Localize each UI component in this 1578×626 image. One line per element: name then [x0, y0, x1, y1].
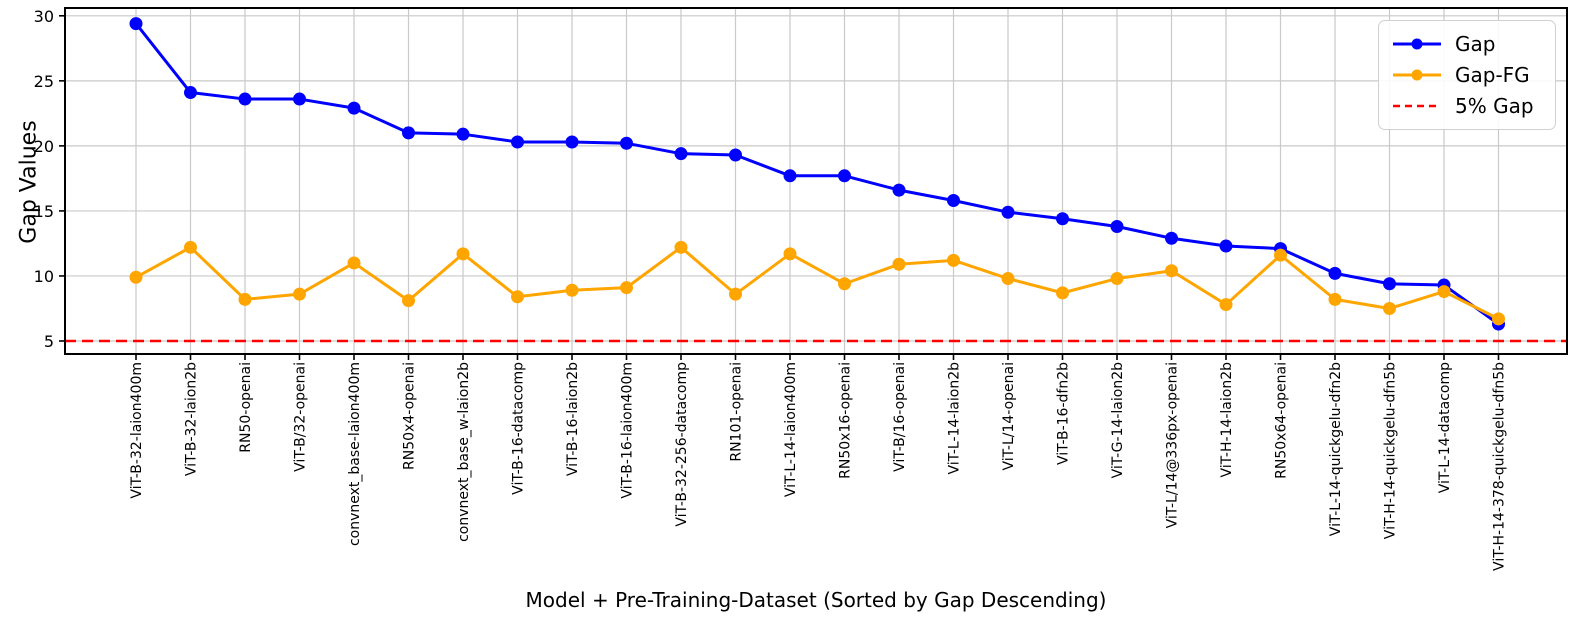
x-tick-label: RN101-openai	[729, 362, 745, 462]
marker-gap	[1165, 231, 1178, 245]
marker-gap-fg	[1274, 248, 1287, 262]
y-tick-label: 15	[34, 202, 54, 221]
marker-gap	[347, 101, 361, 115]
marker-gap	[674, 147, 688, 161]
legend: Gap Gap-FG 5% Gap	[1378, 20, 1556, 130]
marker-gap-fg	[1383, 301, 1396, 315]
marker-gap-fg	[293, 287, 306, 301]
legend-label-gap-fg: Gap-FG	[1455, 63, 1530, 87]
marker-gap-fg	[1219, 298, 1233, 312]
x-tick-label: ViT-B/32-openai	[293, 362, 309, 472]
legend-sample-gap-fg-icon	[1393, 69, 1441, 81]
legend-label-gap: Gap	[1455, 32, 1496, 57]
marker-gap-fg	[1492, 312, 1505, 326]
series-line-gap-fg	[134, 245, 1500, 321]
x-tick-label: ViT-L-14-quickgelu-dfn2b	[1328, 362, 1344, 536]
marker-gap-fg	[129, 270, 143, 284]
plot-border	[64, 7, 1568, 355]
legend-item-gap: Gap	[1391, 29, 1539, 60]
x-tick-label: ViT-L/14-openai	[1001, 362, 1017, 471]
x-tick-label: ViT-B-16-dfn2b	[1056, 362, 1072, 465]
marker-gap-fg	[783, 247, 797, 261]
marker-gap	[238, 92, 252, 106]
x-tick-label: ViT-L-14-laion400m	[783, 362, 799, 497]
x-tick-label: ViT-L/14@336px-openai	[1165, 362, 1181, 528]
marker-gap-fg	[674, 240, 688, 254]
marker-gap-fg	[1165, 264, 1178, 278]
legend-sample-5pct-gap-icon	[1393, 104, 1441, 107]
x-tick-label: ViT-G-14-laion2b	[1110, 362, 1126, 478]
x-tick-label: ViT-B-16-laion400m	[620, 362, 636, 499]
marker-gap	[1110, 220, 1124, 234]
x-tick-label: RN50x4-openai	[402, 362, 418, 470]
x-tick-label: convnext_base_w-laion2b	[456, 362, 472, 542]
x-tick-label: ViT-B-16-datacomp	[511, 362, 527, 495]
marker-gap	[565, 135, 579, 149]
x-tick-label: ViT-H-14-quickgelu-dfn5b	[1383, 362, 1399, 539]
marker-gap-fg	[238, 292, 252, 306]
marker-gap	[729, 148, 742, 162]
marker-gap-fg	[620, 281, 633, 295]
x-tick-label: RN50-openai	[238, 362, 254, 453]
x-tick-label: ViT-B-16-laion2b	[565, 362, 581, 476]
series-line-gap	[134, 22, 1500, 326]
marker-gap	[892, 183, 906, 197]
marker-gap-fg	[729, 287, 742, 301]
marker-gap	[511, 135, 524, 149]
marker-gap	[402, 126, 415, 140]
marker-gap	[1056, 212, 1069, 226]
x-tick-label: ViT-L-14-datacomp	[1437, 362, 1453, 493]
marker-gap-fg	[1001, 272, 1015, 286]
legend-item-gap-fg: Gap-FG	[1391, 60, 1539, 91]
marker-gap	[947, 194, 960, 208]
marker-gap	[1219, 239, 1233, 253]
x-tick-label: ViT-B-32-256-datacomp	[674, 362, 690, 527]
x-tick-label: ViT-B-32-laion2b	[184, 362, 200, 476]
marker-gap	[293, 92, 306, 106]
y-tick-label: 30	[34, 7, 54, 26]
marker-gap-fg	[347, 256, 361, 270]
marker-gap-fg	[1437, 285, 1451, 299]
y-tick-label: 5	[44, 332, 54, 351]
y-tick-label: 25	[34, 72, 54, 91]
marker-gap-fg	[838, 277, 851, 291]
legend-item-5pct-gap: 5% Gap	[1391, 90, 1539, 121]
marker-gap	[1001, 205, 1015, 219]
x-tick-label: ViT-B-32-laion400m	[129, 362, 145, 499]
marker-gap	[620, 136, 633, 150]
marker-gap-fg	[947, 253, 960, 267]
x-tick-label: RN50x64-openai	[1274, 362, 1290, 479]
marker-gap	[838, 169, 851, 183]
x-tick-label: ViT-L-14-laion2b	[947, 362, 963, 475]
marker-gap-fg	[565, 283, 579, 297]
marker-gap	[1383, 277, 1396, 291]
x-tick-label: convnext_base-laion400m	[347, 362, 363, 546]
y-tick-label: 20	[34, 137, 54, 156]
marker-gap	[1328, 266, 1342, 280]
marker-gap-fg	[402, 294, 415, 308]
marker-gap	[456, 127, 470, 141]
marker-gap-fg	[184, 240, 197, 254]
x-tick-label: RN50x16-openai	[838, 362, 854, 479]
marker-gap	[129, 17, 143, 31]
x-tick-label: ViT-H-14-laion2b	[1219, 362, 1235, 478]
marker-gap-fg	[511, 290, 524, 304]
y-axis-title: Gap Values	[16, 120, 42, 244]
marker-gap	[783, 169, 797, 183]
legend-label-5pct-gap: 5% Gap	[1455, 93, 1534, 118]
x-tick-label: ViT-B/16-openai	[892, 362, 908, 472]
marker-gap	[184, 86, 197, 100]
legend-sample-gap-icon	[1393, 38, 1441, 50]
marker-gap-fg	[1110, 272, 1124, 286]
x-axis-title: Model + Pre-Training-Dataset (Sorted by …	[525, 588, 1107, 612]
marker-gap-fg	[1056, 286, 1069, 300]
marker-gap-fg	[1328, 292, 1342, 306]
x-tick-label: ViT-H-14-378-quickgelu-dfn5b	[1492, 362, 1508, 571]
marker-gap-fg	[456, 247, 470, 261]
y-tick-label: 10	[34, 267, 54, 286]
marker-gap-fg	[892, 257, 906, 271]
